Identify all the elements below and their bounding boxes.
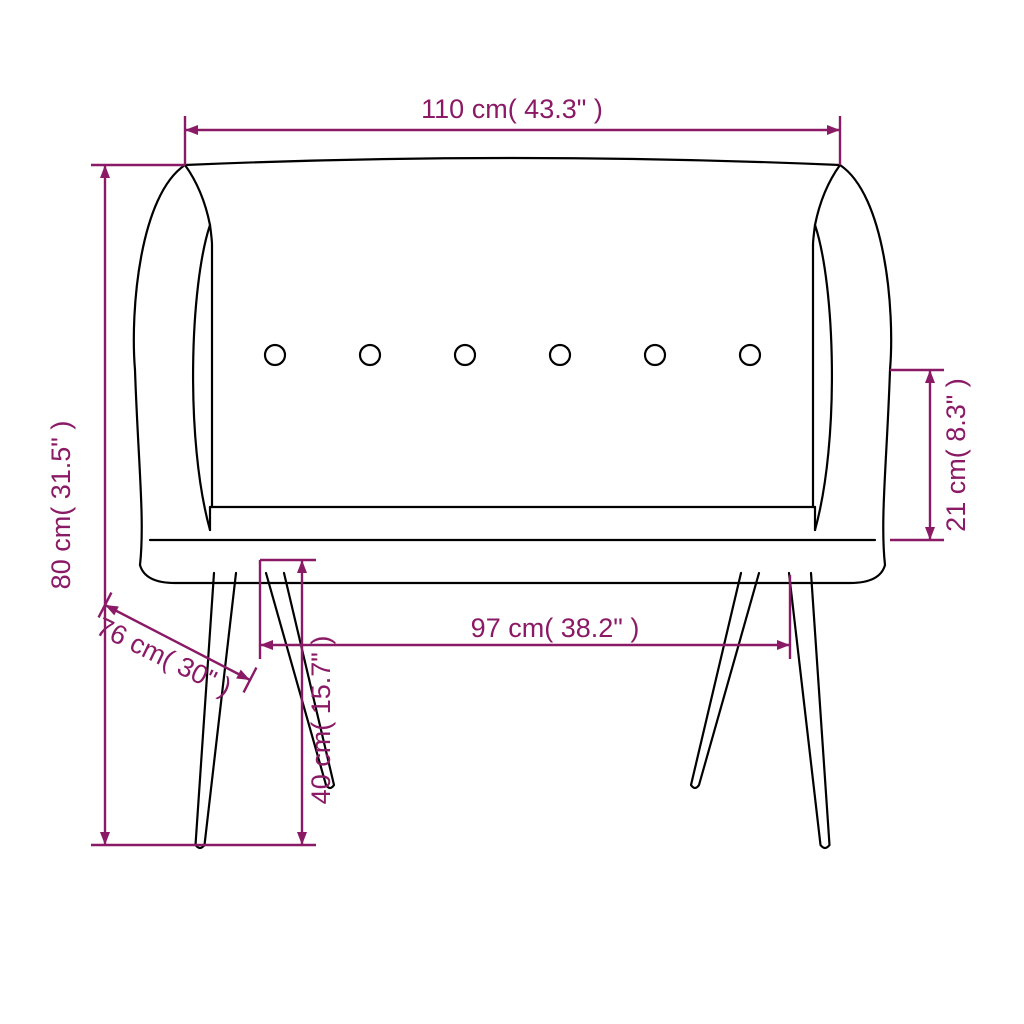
- dim-label: 21 cm( 8.3" ): [941, 378, 971, 532]
- arm-right-top-round: [815, 165, 840, 225]
- arrowhead: [297, 832, 307, 845]
- tuft-button: [645, 345, 665, 365]
- tuft-button: [550, 345, 570, 365]
- dim-label: 40 cm( 15.7" ): [306, 636, 336, 805]
- tuft-button: [265, 345, 285, 365]
- arrowhead: [925, 527, 935, 540]
- arrowhead: [925, 370, 935, 383]
- tuft-button: [455, 345, 475, 365]
- arm-left-inner: [193, 225, 210, 530]
- arm-right-inner: [815, 225, 832, 530]
- arrowhead: [777, 640, 790, 650]
- tuft-button: [360, 345, 380, 365]
- arrowhead: [827, 125, 840, 135]
- tuft-button: [740, 345, 760, 365]
- back-inner-left-curve: [210, 225, 212, 245]
- leg-front-right: [789, 573, 830, 848]
- ext-line: [244, 668, 257, 693]
- arrowhead: [236, 670, 250, 680]
- arrowhead: [260, 640, 273, 650]
- leg-front-left: [196, 573, 237, 848]
- backrest-top: [185, 158, 840, 165]
- arrowhead: [185, 125, 198, 135]
- dimension-diagram: 110 cm( 43.3" ) 80 cm( 31.5" ) 21 cm( 8.3"…: [0, 0, 1024, 1024]
- dim-label: 110 cm( 43.3" ): [421, 94, 603, 124]
- arm-right-outer: [840, 165, 891, 565]
- arm-left-outer: [134, 165, 185, 565]
- arm-left-top-round: [185, 165, 210, 225]
- dim-label: 80 cm( 31.5" ): [46, 421, 76, 590]
- seat-bottom: [140, 565, 885, 583]
- dim-label: 97 cm( 38.2" ): [471, 613, 640, 643]
- arrowhead: [100, 165, 110, 178]
- back-inner-right-curve: [813, 225, 815, 245]
- arrowhead: [297, 560, 307, 573]
- leg-back-right: [691, 573, 759, 788]
- arrowhead: [100, 832, 110, 845]
- dim-label: 76 cm( 30" ): [92, 611, 237, 702]
